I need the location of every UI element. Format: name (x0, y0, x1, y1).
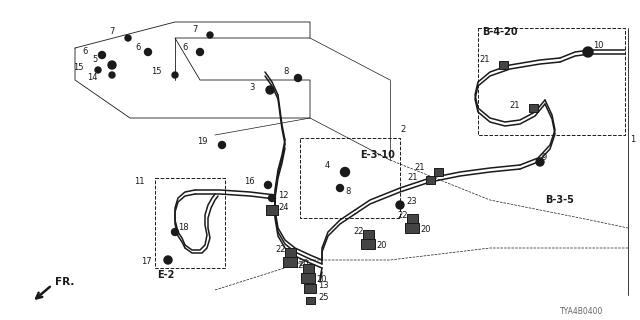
Circle shape (95, 67, 101, 73)
Text: 8: 8 (283, 68, 289, 76)
Bar (433, 168, 442, 176)
Text: 22: 22 (275, 244, 286, 253)
Text: 7: 7 (193, 26, 198, 35)
Circle shape (337, 185, 344, 191)
Text: FR.: FR. (55, 277, 74, 287)
Bar (305, 297, 314, 303)
Text: 11: 11 (134, 178, 145, 187)
Bar (285, 247, 296, 257)
Text: 22: 22 (353, 227, 364, 236)
Circle shape (396, 201, 404, 209)
Text: 6: 6 (83, 47, 88, 57)
Circle shape (340, 167, 349, 177)
Circle shape (218, 141, 225, 148)
Circle shape (583, 47, 593, 57)
Bar (426, 176, 435, 184)
Bar (303, 263, 314, 273)
Text: 2: 2 (400, 125, 405, 134)
Text: 15: 15 (74, 63, 84, 73)
Text: 14: 14 (88, 74, 98, 83)
Text: 21: 21 (509, 100, 520, 109)
Text: 13: 13 (318, 281, 328, 290)
Text: 6: 6 (135, 44, 140, 52)
Text: 10: 10 (593, 41, 604, 50)
Text: 25: 25 (318, 293, 328, 302)
Circle shape (172, 72, 178, 78)
Text: 12: 12 (278, 190, 289, 199)
Bar (283, 257, 297, 267)
Text: E-2: E-2 (157, 270, 174, 280)
Bar (499, 61, 508, 69)
Text: 21: 21 (415, 164, 425, 172)
Text: 22: 22 (397, 211, 408, 220)
Bar (361, 239, 375, 249)
Circle shape (164, 256, 172, 264)
Circle shape (99, 52, 106, 59)
Circle shape (269, 195, 275, 202)
Text: 20: 20 (316, 276, 326, 284)
Text: 6: 6 (182, 44, 188, 52)
Circle shape (207, 32, 213, 38)
Text: 20: 20 (420, 226, 431, 235)
Bar (266, 205, 278, 215)
Circle shape (536, 158, 544, 166)
Text: 24: 24 (278, 204, 289, 212)
Text: 15: 15 (152, 68, 162, 76)
Text: E-3-10: E-3-10 (360, 150, 395, 160)
Text: 23: 23 (406, 197, 417, 206)
Bar (301, 273, 315, 283)
Text: 20: 20 (376, 242, 387, 251)
Circle shape (264, 181, 271, 188)
Text: B-3-5: B-3-5 (545, 195, 574, 205)
Text: 16: 16 (244, 178, 255, 187)
Text: 9: 9 (542, 154, 547, 163)
Text: 20: 20 (298, 260, 308, 268)
Text: 8: 8 (345, 188, 350, 196)
Circle shape (266, 86, 274, 94)
Text: 5: 5 (93, 55, 98, 65)
Circle shape (294, 75, 301, 82)
Text: 21: 21 (408, 173, 418, 182)
Circle shape (125, 35, 131, 41)
Bar (304, 284, 316, 292)
Text: TYA4B0400: TYA4B0400 (560, 308, 604, 316)
Text: 19: 19 (198, 138, 208, 147)
Circle shape (109, 72, 115, 78)
Text: 7: 7 (109, 28, 115, 36)
Text: 18: 18 (178, 223, 189, 233)
Text: B-4-20: B-4-20 (482, 27, 518, 37)
Text: 21: 21 (479, 55, 490, 65)
Bar (362, 229, 374, 238)
Circle shape (145, 49, 152, 55)
Bar (406, 213, 417, 222)
Bar (405, 223, 419, 233)
Text: 22: 22 (294, 260, 304, 269)
Circle shape (172, 228, 179, 236)
Text: 17: 17 (141, 258, 152, 267)
Text: 1: 1 (630, 135, 636, 145)
Circle shape (196, 49, 204, 55)
Text: 3: 3 (250, 84, 255, 92)
Circle shape (108, 61, 116, 69)
Text: 4: 4 (324, 161, 330, 170)
Bar (529, 104, 538, 112)
